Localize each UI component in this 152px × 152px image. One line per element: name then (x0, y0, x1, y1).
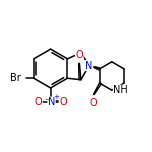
Text: N: N (48, 97, 55, 107)
Text: N: N (85, 60, 93, 71)
Text: NH: NH (113, 85, 128, 95)
Text: O: O (60, 97, 67, 107)
Text: +: + (54, 94, 60, 100)
Polygon shape (89, 65, 100, 70)
Text: O: O (76, 50, 83, 60)
Text: O: O (34, 97, 42, 107)
Text: O: O (90, 98, 97, 109)
Text: Br: Br (10, 73, 21, 83)
Text: −: − (44, 96, 49, 101)
